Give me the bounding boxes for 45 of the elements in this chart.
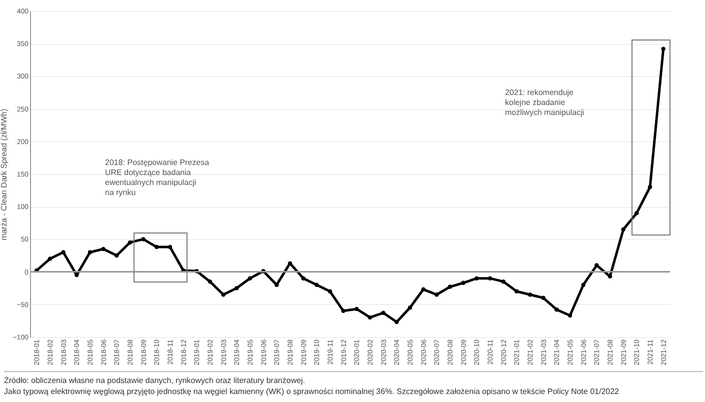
point <box>581 282 586 287</box>
point <box>234 286 239 290</box>
point <box>101 246 106 252</box>
text: Jako typową elektrownię węglową przyjęto jednostkę na węgiel kamienny (WK) o sprawności nominalnej 36%. Szczegółowe założenia opisano w tekście Policy Note 01/2022 <box>4 386 620 397</box>
point <box>141 237 146 242</box>
point <box>314 282 319 287</box>
point <box>461 280 466 285</box>
point <box>381 310 386 315</box>
point <box>208 279 212 284</box>
point <box>514 289 519 294</box>
point <box>341 308 346 314</box>
annotation: 2021: rekomenduje kolejne zbadanie możliwych manipulacji <box>505 88 584 117</box>
point <box>114 253 119 258</box>
point <box>354 306 359 312</box>
point <box>648 184 652 190</box>
point <box>448 284 452 289</box>
point <box>274 282 279 287</box>
point <box>328 289 332 294</box>
point <box>368 315 372 320</box>
point <box>248 276 252 280</box>
point <box>621 227 626 232</box>
point <box>501 279 506 284</box>
point <box>661 46 666 51</box>
point <box>474 276 479 280</box>
point <box>394 320 399 324</box>
point <box>488 276 492 280</box>
point <box>168 244 172 250</box>
point <box>221 292 226 297</box>
text: Źródło: obliczenia własne na podstawie danych, rynkowych oraz literatury branżowej. <box>4 375 306 386</box>
point <box>634 211 639 216</box>
point <box>434 292 439 297</box>
point <box>568 313 572 318</box>
point <box>128 240 132 245</box>
point <box>48 256 52 261</box>
point <box>554 308 559 312</box>
annotation: 2018: Postępowanie Prezesa URE dotyczące badania ewentualnych manipulacji na rynku <box>105 158 210 197</box>
y-axis-title: marża - Clean Dark Spread (zł/MWh) <box>0 108 9 240</box>
point <box>541 296 546 300</box>
point <box>61 250 66 254</box>
point <box>528 292 532 297</box>
point <box>154 244 159 250</box>
point <box>301 276 306 280</box>
point <box>88 250 92 254</box>
point <box>421 287 426 292</box>
point <box>408 306 412 310</box>
